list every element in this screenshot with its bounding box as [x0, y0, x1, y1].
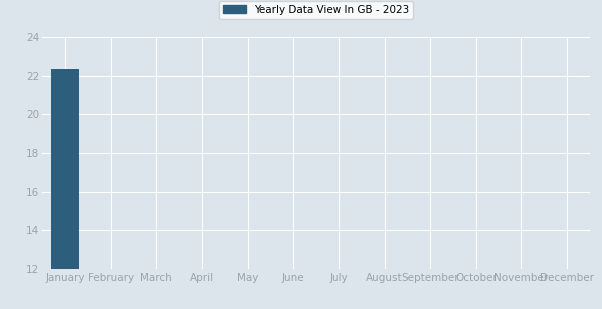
- Bar: [51, 69, 79, 269]
- Legend: Yearly Data View In GB - 2023: Yearly Data View In GB - 2023: [219, 1, 414, 19]
